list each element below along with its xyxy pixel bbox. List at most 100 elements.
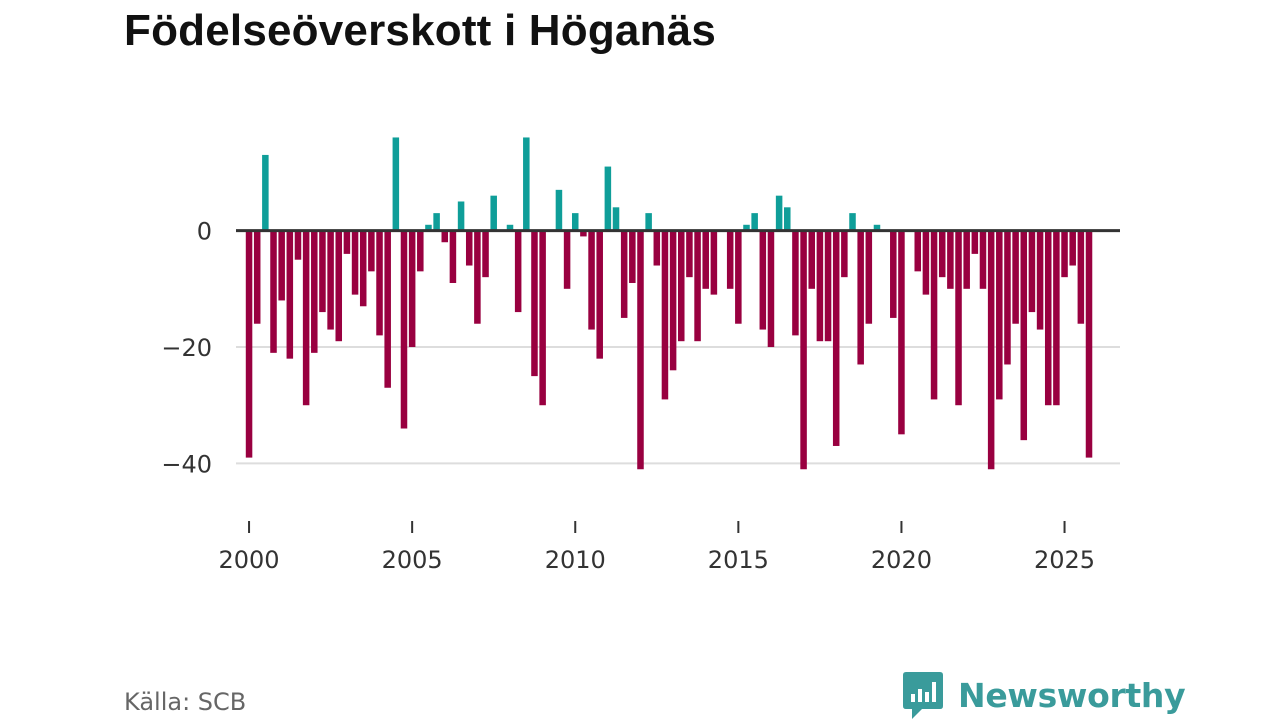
bar (474, 230, 481, 324)
bar (588, 230, 595, 330)
bar (278, 230, 285, 301)
bar (482, 230, 489, 278)
x-tick-label: 2020 (871, 546, 932, 574)
bar (873, 224, 881, 231)
bar (808, 230, 815, 289)
y-tick-label: −20 (161, 334, 212, 362)
bar (792, 230, 799, 336)
bar (580, 230, 587, 237)
bar (1012, 230, 1019, 324)
bar (824, 230, 832, 342)
bar (457, 201, 465, 231)
bars (245, 137, 1093, 470)
bar (898, 230, 905, 435)
bar (759, 230, 767, 330)
bar (351, 230, 359, 295)
brand-logo[interactable]: Newsworthy (902, 670, 1186, 720)
bar (751, 213, 758, 231)
bar (678, 230, 685, 342)
x-tick-label: 2005 (382, 546, 443, 574)
chart-title: Födelseöverskott i Höganäs (124, 6, 717, 55)
bar (669, 230, 677, 371)
bar (849, 213, 856, 231)
bar (1044, 230, 1052, 406)
bar (359, 230, 367, 307)
bar (286, 230, 294, 359)
bar (376, 230, 383, 336)
newsworthy-logo-icon (903, 672, 943, 719)
bar (743, 224, 750, 231)
bar (245, 230, 253, 458)
bar (1069, 230, 1076, 266)
bar (612, 207, 620, 231)
bar (890, 230, 897, 318)
bar (262, 154, 269, 231)
bar (490, 195, 497, 231)
bar (653, 230, 661, 266)
bar (400, 230, 408, 429)
bar (629, 230, 636, 283)
bar (1020, 230, 1028, 441)
bar (710, 230, 718, 295)
bar (963, 230, 970, 289)
bar (922, 230, 930, 295)
x-tick-label: 2025 (1034, 546, 1095, 574)
bar (938, 230, 946, 278)
x-tick-label: 2015 (708, 546, 769, 574)
bar (767, 230, 775, 348)
bar (1061, 230, 1068, 278)
y-tick-label: 0 (197, 218, 212, 246)
bar (514, 230, 522, 313)
bar (433, 213, 440, 231)
x-axis: 2000 2005 2010 2015 2020 2025 (219, 521, 1095, 574)
bar (425, 224, 432, 231)
bar (294, 230, 302, 260)
bar (506, 224, 514, 231)
x-tick-label: 2010 (545, 546, 606, 574)
bar (335, 230, 343, 342)
bar (408, 230, 416, 348)
bar (955, 230, 962, 406)
bar (555, 189, 563, 231)
source-note: Källa: SCB (124, 688, 247, 716)
bar (327, 230, 334, 330)
bar (302, 230, 310, 406)
bar (735, 230, 742, 324)
bar (1004, 230, 1011, 365)
bar (368, 230, 375, 272)
bar (816, 230, 824, 342)
bar (523, 137, 530, 231)
y-axis: 0 −20 −40 (161, 218, 212, 479)
bar (1085, 230, 1093, 458)
bar (930, 230, 938, 400)
bar (947, 230, 954, 289)
bar (979, 230, 987, 289)
bar (343, 230, 351, 254)
bar (531, 230, 538, 377)
bar (604, 166, 612, 231)
bar (987, 230, 995, 470)
bar (996, 230, 1003, 400)
bar (865, 230, 873, 324)
bar (841, 230, 848, 278)
y-tick-label: −40 (161, 450, 212, 478)
bar (775, 195, 783, 231)
bar (800, 230, 807, 470)
bar (645, 213, 652, 231)
gridlines (236, 346, 1120, 465)
x-tick-label: 2000 (219, 546, 280, 574)
bar (620, 230, 628, 318)
bar (637, 230, 644, 470)
bar (857, 230, 864, 365)
bar (686, 230, 693, 278)
bar (596, 230, 603, 359)
bar (441, 230, 449, 243)
bar (726, 230, 734, 289)
bar (311, 230, 318, 353)
bar (539, 230, 546, 406)
bar (270, 230, 277, 353)
bar (1036, 230, 1044, 330)
bar (319, 230, 326, 313)
bar (392, 137, 400, 231)
bar (1028, 230, 1036, 313)
